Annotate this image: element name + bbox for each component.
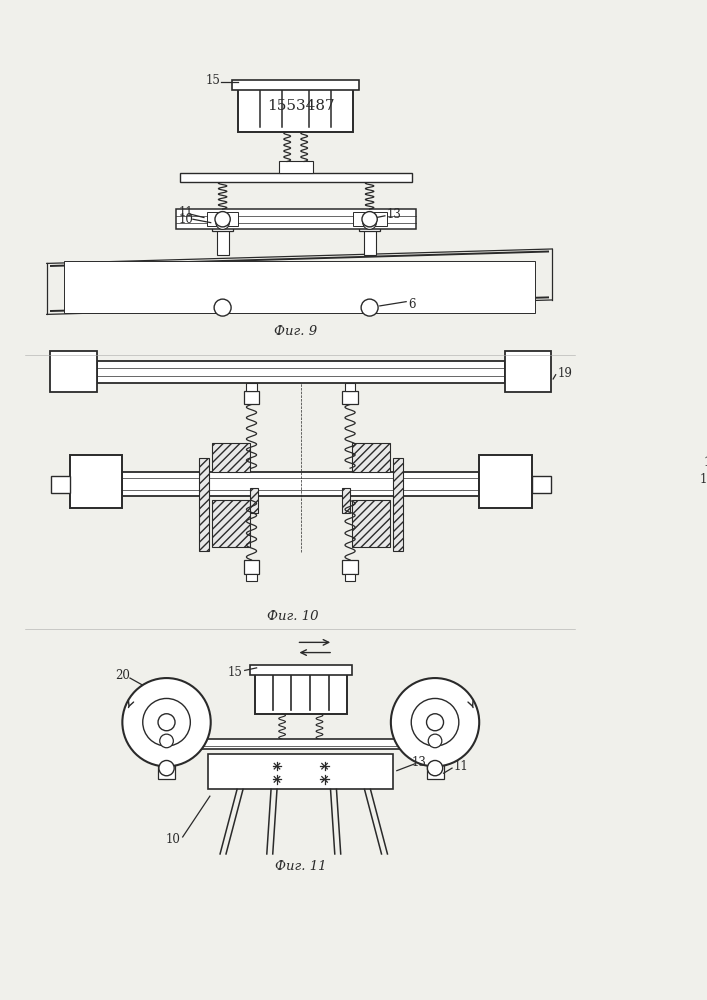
- Circle shape: [143, 698, 190, 746]
- Bar: [352, 443, 390, 472]
- Text: Фиг. 11: Фиг. 11: [275, 860, 327, 873]
- Bar: [479, 455, 532, 508]
- Text: 13: 13: [703, 456, 707, 469]
- Bar: [64, 261, 535, 313]
- Text: 20: 20: [115, 669, 130, 682]
- Text: Фиг. 9: Фиг. 9: [274, 325, 317, 338]
- Text: 11: 11: [699, 473, 707, 486]
- Bar: [244, 560, 259, 574]
- Text: 19: 19: [557, 367, 572, 380]
- Bar: [426, 749, 443, 779]
- Bar: [342, 391, 358, 404]
- Bar: [352, 500, 390, 547]
- Bar: [532, 476, 551, 493]
- Bar: [97, 361, 505, 383]
- Bar: [176, 209, 416, 229]
- Bar: [505, 351, 551, 392]
- Bar: [211, 443, 250, 472]
- Bar: [425, 732, 445, 748]
- Text: 11: 11: [454, 760, 469, 773]
- Bar: [180, 173, 412, 182]
- Circle shape: [214, 299, 231, 316]
- Bar: [250, 665, 352, 675]
- Bar: [199, 458, 209, 551]
- Bar: [363, 229, 375, 255]
- Text: 10: 10: [165, 833, 180, 846]
- Circle shape: [428, 734, 442, 748]
- Bar: [232, 80, 359, 90]
- Circle shape: [215, 212, 230, 227]
- Bar: [341, 488, 350, 513]
- Bar: [212, 214, 233, 231]
- Text: 13: 13: [387, 208, 402, 221]
- Bar: [345, 574, 355, 581]
- Circle shape: [361, 299, 378, 316]
- Bar: [353, 212, 387, 226]
- Bar: [216, 229, 228, 255]
- Bar: [207, 212, 238, 226]
- Bar: [250, 488, 258, 513]
- Bar: [211, 500, 250, 547]
- Circle shape: [391, 678, 479, 766]
- Bar: [342, 560, 358, 574]
- Text: 11: 11: [178, 206, 193, 219]
- Bar: [392, 458, 403, 551]
- Text: 10: 10: [178, 213, 193, 226]
- Text: Фиг. 10: Фиг. 10: [267, 610, 318, 623]
- Text: 13: 13: [411, 756, 426, 769]
- Bar: [51, 476, 70, 493]
- Bar: [244, 391, 259, 404]
- Circle shape: [411, 698, 459, 746]
- Text: 15: 15: [228, 666, 243, 679]
- Bar: [247, 574, 257, 581]
- Circle shape: [160, 734, 173, 748]
- Bar: [247, 383, 257, 391]
- Circle shape: [428, 760, 443, 776]
- Circle shape: [158, 714, 175, 731]
- Bar: [359, 214, 380, 231]
- Bar: [158, 749, 175, 779]
- Bar: [255, 668, 346, 714]
- Bar: [238, 82, 354, 132]
- Circle shape: [122, 678, 211, 766]
- Text: 15: 15: [206, 74, 221, 87]
- Circle shape: [363, 216, 376, 229]
- Bar: [122, 472, 479, 496]
- Bar: [195, 739, 406, 749]
- Circle shape: [426, 714, 443, 731]
- Bar: [345, 383, 355, 391]
- Circle shape: [216, 216, 229, 229]
- Bar: [50, 351, 97, 392]
- Circle shape: [362, 212, 378, 227]
- Bar: [156, 732, 177, 748]
- Text: 6: 6: [408, 298, 415, 311]
- Circle shape: [159, 760, 174, 776]
- Bar: [279, 161, 312, 173]
- Bar: [216, 218, 229, 227]
- Bar: [208, 754, 393, 789]
- Bar: [363, 218, 376, 227]
- Bar: [70, 455, 122, 508]
- Text: 1553487: 1553487: [267, 99, 334, 113]
